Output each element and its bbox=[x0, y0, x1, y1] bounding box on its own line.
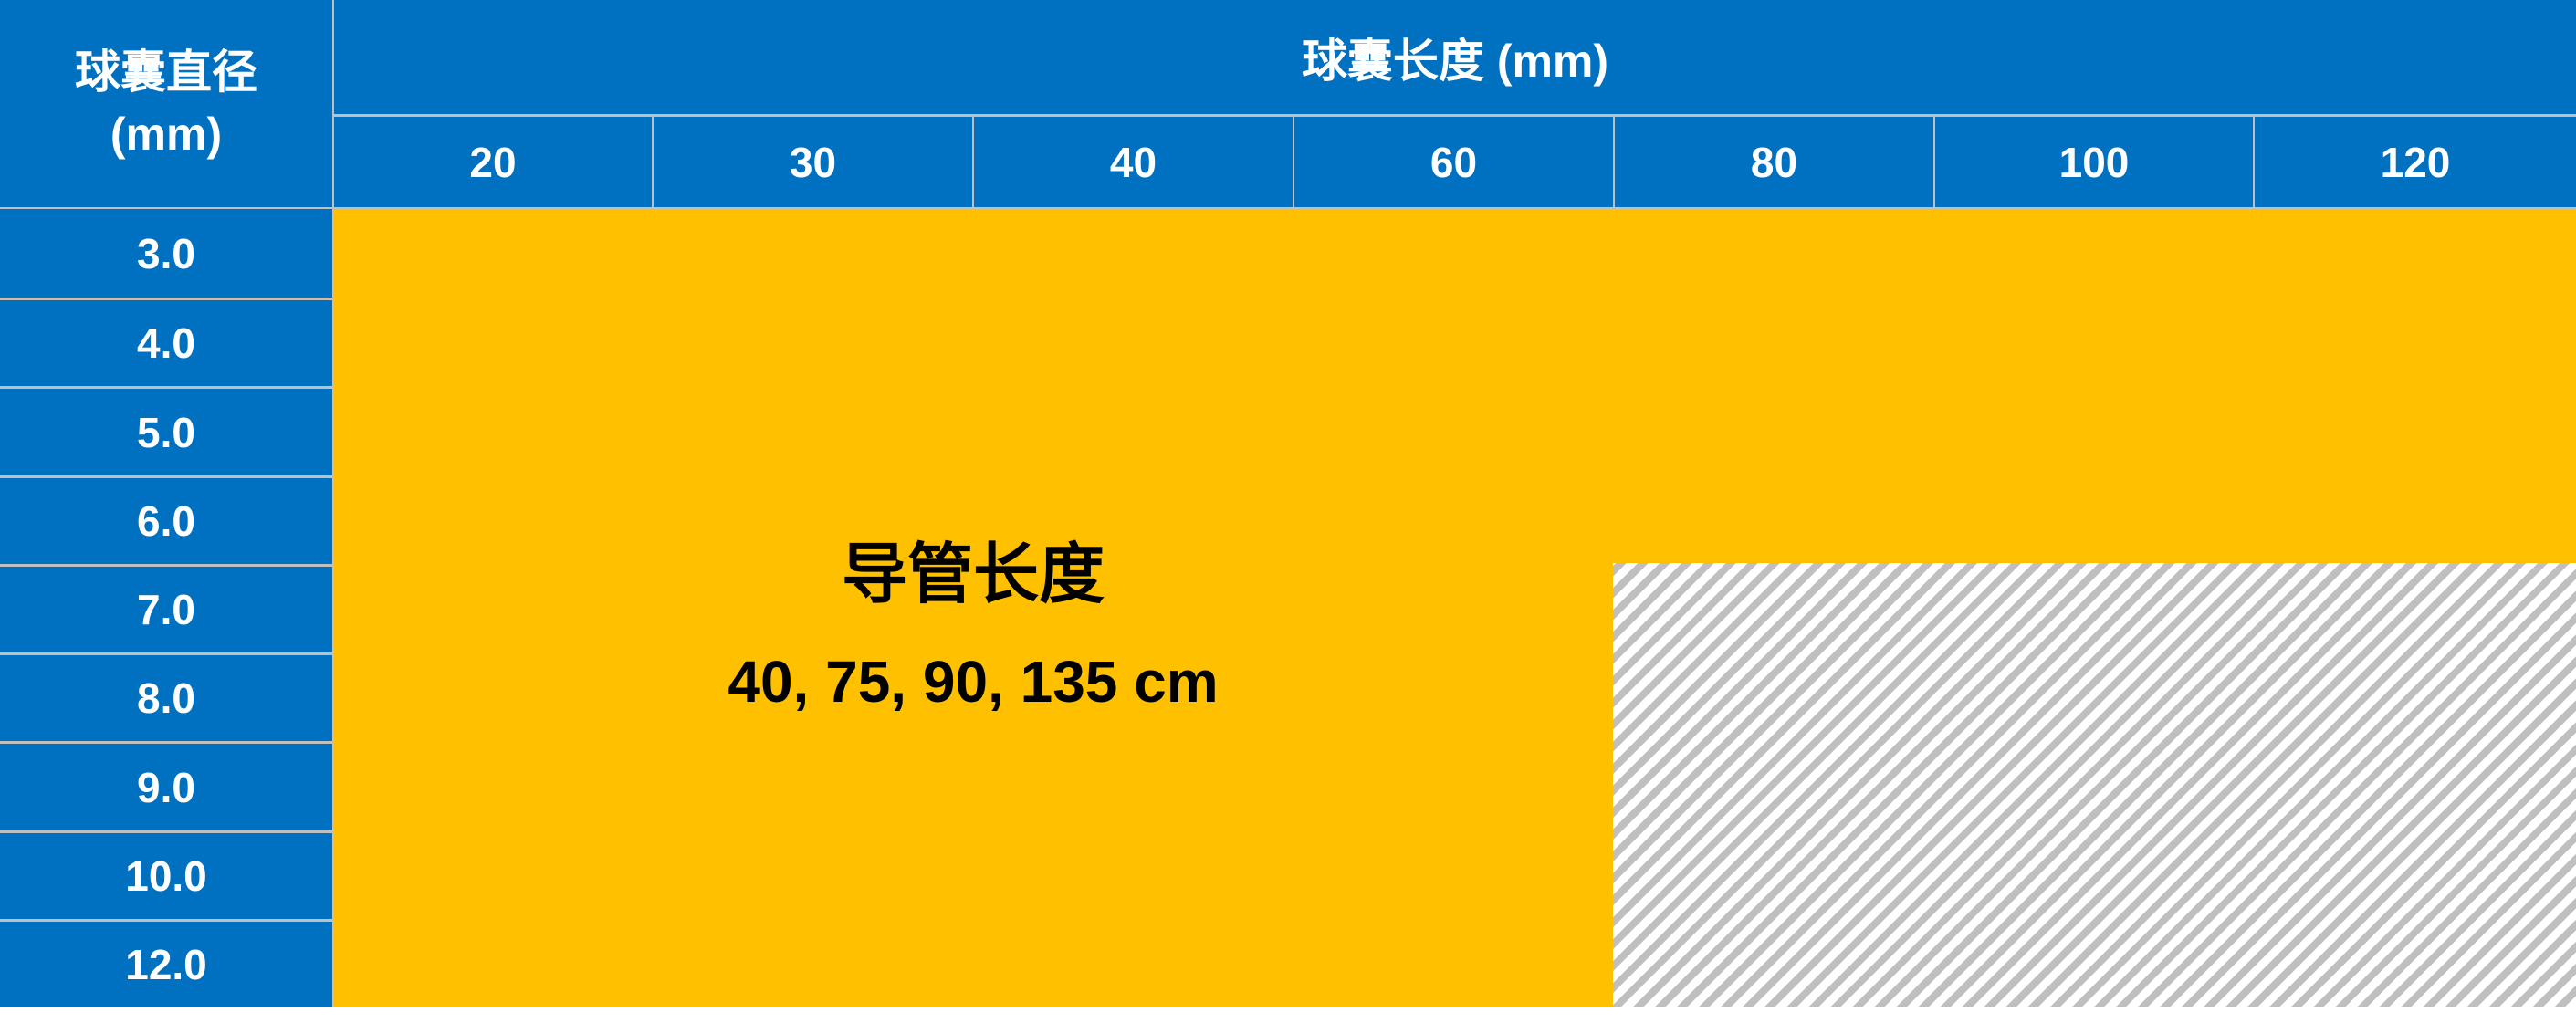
row-header-9.0: 9.0 bbox=[0, 744, 332, 830]
row-header-unit: (mm) bbox=[110, 108, 223, 160]
catheter-length-label: 导管长度 bbox=[841, 538, 1105, 611]
row-header-label: 8.0 bbox=[137, 674, 195, 722]
row-header-label: 10.0 bbox=[125, 852, 207, 900]
row-header-4.0: 4.0 bbox=[0, 300, 332, 386]
column-header-60: 60 bbox=[1294, 117, 1613, 207]
row-header-label: 7.0 bbox=[137, 586, 195, 633]
row-header-12.0: 12.0 bbox=[0, 922, 332, 1007]
unavailable-region bbox=[1613, 563, 2576, 1007]
row-header-7.0: 7.0 bbox=[0, 567, 332, 652]
column-header-100: 100 bbox=[1935, 117, 2253, 207]
column-header-label: 80 bbox=[1750, 138, 1798, 186]
column-header-label: 100 bbox=[2058, 138, 2130, 186]
column-header-label: 60 bbox=[1429, 138, 1478, 186]
row-header-title-cell: 球囊直径 (mm) bbox=[0, 0, 332, 207]
column-group-header: 球囊长度 (mm) bbox=[334, 0, 2576, 114]
row-header-3.0: 3.0 bbox=[0, 209, 332, 298]
catheter-length-values: 40, 75, 90, 135 cm bbox=[728, 649, 1219, 715]
column-header-30: 30 bbox=[654, 117, 972, 207]
row-header-label: 3.0 bbox=[137, 229, 195, 277]
column-header-20: 20 bbox=[334, 117, 652, 207]
row-header-5.0: 5.0 bbox=[0, 389, 332, 475]
column-group-title: 球囊长度 (mm) bbox=[1301, 35, 1609, 87]
row-header-8.0: 8.0 bbox=[0, 655, 332, 741]
row-header-label: 6.0 bbox=[137, 497, 195, 545]
column-header-label: 120 bbox=[2380, 138, 2451, 186]
row-header-title: 球囊直径 bbox=[75, 47, 257, 98]
row-header-label: 5.0 bbox=[137, 408, 195, 456]
column-header-label: 20 bbox=[469, 138, 517, 186]
column-header-120: 120 bbox=[2255, 117, 2576, 207]
row-header-10.0: 10.0 bbox=[0, 833, 332, 919]
column-header-label: 40 bbox=[1109, 138, 1157, 186]
column-header-label: 30 bbox=[789, 138, 837, 186]
column-header-80: 80 bbox=[1615, 117, 1933, 207]
row-header-6.0: 6.0 bbox=[0, 478, 332, 564]
row-header-label: 12.0 bbox=[125, 941, 207, 988]
row-header-label: 9.0 bbox=[137, 763, 195, 811]
row-header-label: 4.0 bbox=[137, 319, 195, 367]
column-header-40: 40 bbox=[974, 117, 1293, 207]
